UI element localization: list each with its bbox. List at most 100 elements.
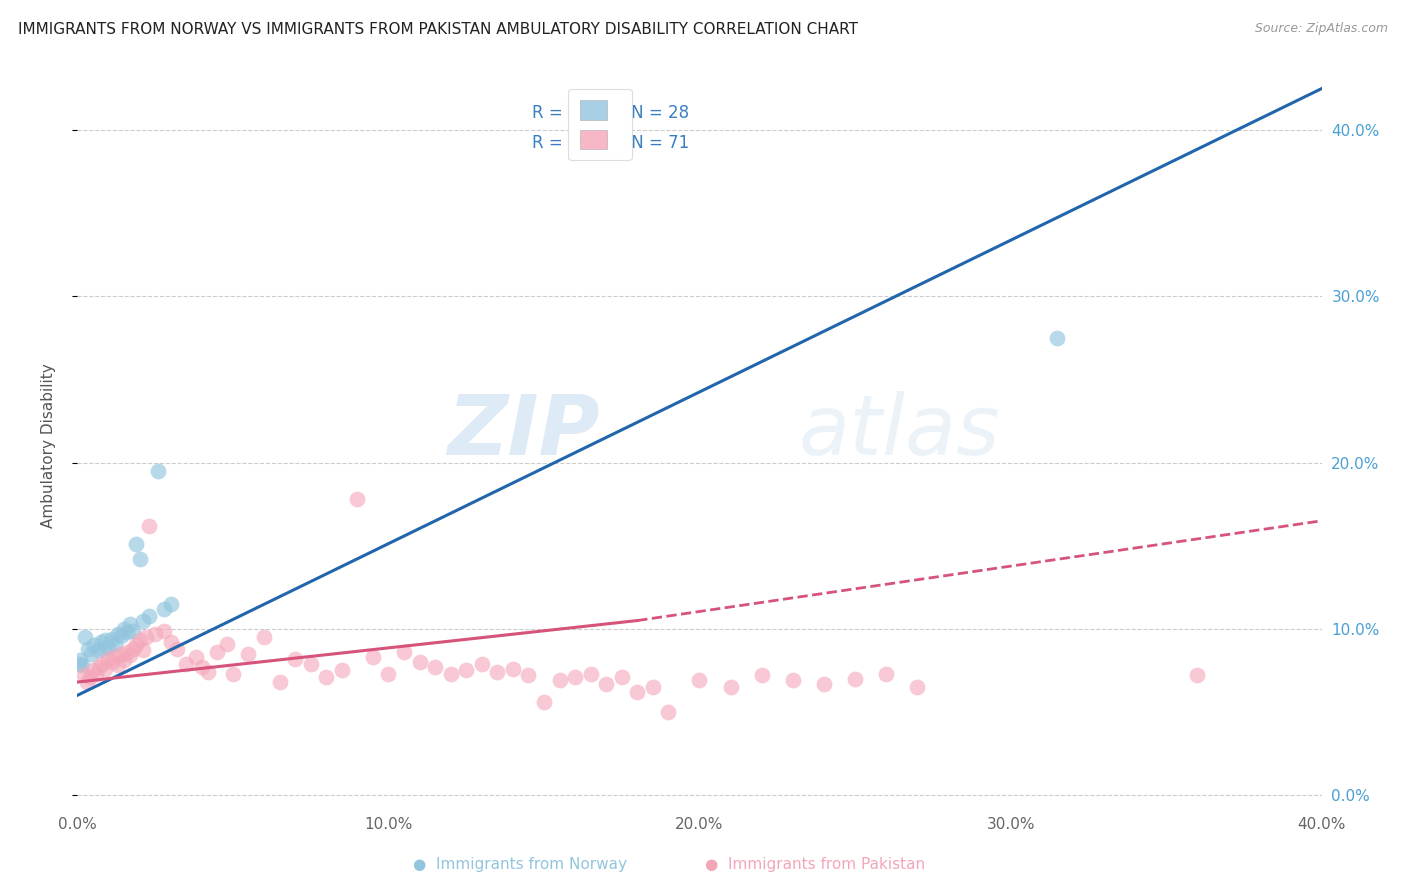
- Point: [87, 660, 110, 674]
- Point: [72, 668, 94, 682]
- Text: R = 0.327   N = 71: R = 0.327 N = 71: [531, 134, 689, 152]
- Text: atlas: atlas: [799, 391, 1001, 472]
- Point: [191, 660, 214, 674]
- Point: [107, 627, 129, 641]
- Point: [626, 685, 648, 699]
- Point: [238, 647, 260, 661]
- Point: [82, 664, 104, 678]
- Point: [128, 633, 150, 648]
- Point: [86, 643, 108, 657]
- Point: [91, 657, 114, 671]
- Point: [148, 464, 170, 478]
- Point: [153, 624, 176, 638]
- Text: ●  Immigrants from Pakistan: ● Immigrants from Pakistan: [706, 857, 925, 872]
- Point: [377, 666, 399, 681]
- Point: [122, 624, 145, 638]
- Point: [486, 665, 509, 679]
- Point: [100, 632, 122, 646]
- Point: [720, 680, 742, 694]
- Point: [67, 657, 90, 671]
- Point: [115, 625, 138, 640]
- Point: [184, 650, 207, 665]
- Point: [79, 670, 101, 684]
- Point: [138, 518, 160, 533]
- Point: [579, 666, 602, 681]
- Point: [120, 616, 142, 631]
- Point: [80, 647, 103, 661]
- Point: [110, 628, 132, 642]
- Point: [138, 608, 160, 623]
- Point: [517, 668, 540, 682]
- Point: [346, 492, 368, 507]
- Point: [77, 641, 100, 656]
- Point: [423, 660, 446, 674]
- Text: R = 0.793   N = 28: R = 0.793 N = 28: [531, 104, 689, 122]
- Text: IMMIGRANTS FROM NORWAY VS IMMIGRANTS FROM PAKISTAN AMBULATORY DISABILITY CORRELA: IMMIGRANTS FROM NORWAY VS IMMIGRANTS FRO…: [18, 22, 858, 37]
- Point: [110, 647, 132, 661]
- Point: [751, 668, 773, 682]
- Point: [222, 666, 245, 681]
- Point: [76, 675, 98, 690]
- Point: [75, 630, 97, 644]
- Point: [533, 695, 555, 709]
- Text: Source: ZipAtlas.com: Source: ZipAtlas.com: [1254, 22, 1388, 36]
- Point: [93, 641, 115, 656]
- Point: [159, 635, 181, 649]
- Point: [269, 675, 291, 690]
- Point: [657, 705, 679, 719]
- Point: [120, 648, 142, 663]
- Point: [115, 645, 138, 659]
- Point: [135, 630, 157, 644]
- Point: [813, 676, 835, 690]
- Point: [104, 637, 127, 651]
- Point: [330, 664, 353, 678]
- Point: [610, 670, 633, 684]
- Point: [215, 637, 238, 651]
- Point: [1187, 668, 1209, 682]
- Point: [104, 650, 127, 665]
- Point: [689, 673, 711, 688]
- Point: [83, 639, 105, 653]
- Legend: , : ,: [568, 88, 631, 161]
- Point: [207, 645, 229, 659]
- Point: [131, 614, 153, 628]
- Point: [174, 657, 197, 671]
- Point: [875, 666, 897, 681]
- Point: [1046, 331, 1069, 345]
- Point: [253, 630, 276, 644]
- Point: [90, 635, 112, 649]
- Point: [440, 666, 463, 681]
- Point: [641, 680, 664, 694]
- Point: [100, 655, 122, 669]
- Text: ●  Immigrants from Norway: ● Immigrants from Norway: [413, 857, 627, 872]
- Text: ZIP: ZIP: [447, 391, 600, 472]
- Point: [456, 664, 478, 678]
- Point: [197, 665, 219, 679]
- Point: [315, 670, 337, 684]
- Point: [595, 676, 617, 690]
- Point: [97, 640, 120, 655]
- Point: [122, 641, 145, 656]
- Point: [284, 652, 307, 666]
- Point: [844, 672, 866, 686]
- Point: [361, 650, 384, 665]
- Point: [112, 653, 135, 667]
- Point: [782, 673, 804, 688]
- Point: [471, 657, 494, 671]
- Point: [125, 639, 148, 653]
- Point: [97, 652, 120, 666]
- Point: [166, 641, 188, 656]
- Point: [905, 680, 928, 694]
- Point: [153, 602, 176, 616]
- Point: [143, 627, 166, 641]
- Point: [94, 633, 117, 648]
- Point: [299, 657, 322, 671]
- Point: [84, 666, 107, 681]
- Point: [564, 670, 586, 684]
- Point: [548, 673, 571, 688]
- Point: [159, 597, 181, 611]
- Point: [128, 552, 150, 566]
- Point: [131, 643, 153, 657]
- Point: [70, 658, 93, 673]
- Y-axis label: Ambulatory Disability: Ambulatory Disability: [42, 364, 56, 528]
